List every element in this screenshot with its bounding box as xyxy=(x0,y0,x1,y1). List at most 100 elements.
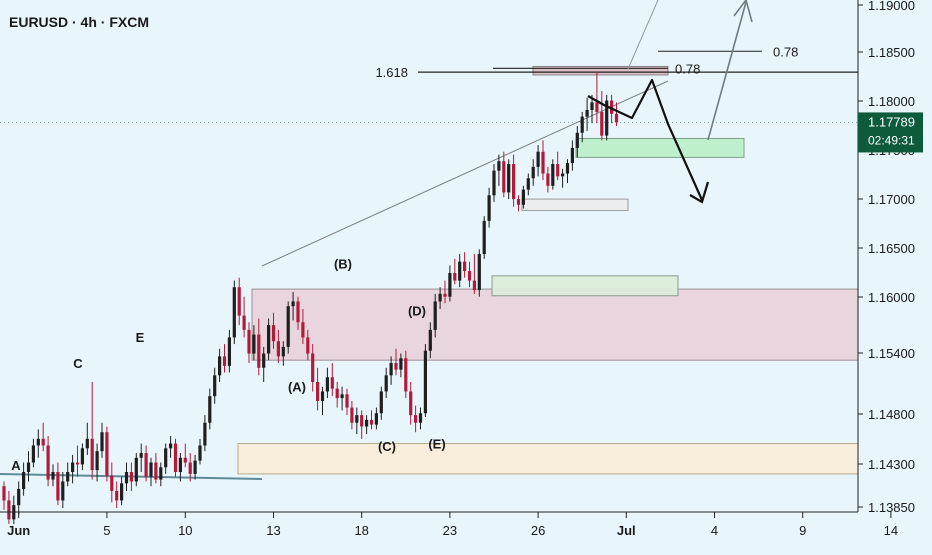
candle xyxy=(379,386,383,420)
candle xyxy=(36,429,40,458)
last-price-value: 1.17789 xyxy=(868,114,915,129)
candle xyxy=(203,415,207,452)
candle xyxy=(374,407,378,430)
candle xyxy=(227,329,231,373)
candle xyxy=(600,91,604,141)
price-tick-label: 1.18500 xyxy=(868,45,915,60)
candle xyxy=(453,258,457,285)
candle xyxy=(423,344,427,418)
candle xyxy=(472,254,476,294)
candle xyxy=(384,367,388,399)
time-tick-label: 9 xyxy=(799,523,806,538)
candle xyxy=(80,443,84,471)
price-tick-label: 1.15400 xyxy=(868,346,915,361)
candle xyxy=(51,464,55,487)
candle xyxy=(458,254,462,288)
time-tick-label: 23 xyxy=(443,523,457,538)
last-price-badge-bg xyxy=(858,112,923,153)
candle xyxy=(414,405,418,433)
candle xyxy=(389,356,393,385)
candle xyxy=(159,462,163,487)
candle xyxy=(467,261,472,288)
price-tick-label: 1.13850 xyxy=(868,500,915,515)
candle xyxy=(340,386,344,411)
candle xyxy=(100,422,104,458)
candle xyxy=(237,277,241,326)
candle xyxy=(105,426,109,482)
target-zone xyxy=(532,65,669,76)
price-tick-label: 1.17000 xyxy=(868,192,915,207)
candle xyxy=(360,410,364,439)
candle xyxy=(418,407,423,430)
candle xyxy=(301,309,305,345)
candle xyxy=(31,438,35,468)
wave-label: E xyxy=(136,330,145,345)
demand-zone-2 xyxy=(575,137,745,158)
wave-label: (E) xyxy=(428,436,445,451)
candle xyxy=(438,287,442,310)
candle xyxy=(7,490,11,525)
upper-channel-line xyxy=(627,0,659,70)
candle xyxy=(482,216,486,259)
candle xyxy=(61,471,65,508)
candle xyxy=(110,462,114,503)
bearish-projection-arrow xyxy=(587,78,704,201)
candle xyxy=(188,453,192,482)
chart-title: EURUSD · 4h · FXCM xyxy=(9,14,149,30)
candle xyxy=(41,422,45,452)
price-tick-label: 1.14300 xyxy=(868,457,915,472)
last-price-badge: 1.17789 02:49:31 xyxy=(858,112,923,153)
candle xyxy=(590,94,594,124)
candle xyxy=(208,388,212,430)
candle xyxy=(291,291,295,321)
candle xyxy=(276,329,280,364)
time-tick-label: 14 xyxy=(884,523,898,538)
candle xyxy=(546,166,550,193)
candle xyxy=(144,445,148,482)
time-tick-label: 13 xyxy=(266,523,280,538)
candle xyxy=(595,72,599,124)
candle xyxy=(580,111,584,143)
candle xyxy=(2,481,6,510)
candle xyxy=(85,422,89,455)
candle xyxy=(561,168,565,188)
candle xyxy=(325,367,329,399)
price-tick-label: 1.16500 xyxy=(868,241,915,256)
wave-label: C xyxy=(73,356,83,371)
candle xyxy=(198,438,202,465)
zones-layer xyxy=(237,65,859,475)
candle xyxy=(536,145,540,177)
candle xyxy=(316,367,320,411)
annotations-layer: 1.618 0.78 0.78 A C E (A) (B) (C) (D) (E) xyxy=(11,0,798,473)
candle xyxy=(428,322,432,359)
candle xyxy=(507,159,511,200)
candle xyxy=(115,481,119,508)
wave-label: (B) xyxy=(334,256,352,271)
time-tick-label: 5 xyxy=(103,523,110,538)
fib-level-label: 0.78 xyxy=(675,61,700,76)
candle xyxy=(257,318,261,376)
candle xyxy=(477,249,481,297)
candle xyxy=(222,344,227,373)
candle xyxy=(521,185,525,209)
candle xyxy=(306,329,310,361)
candle xyxy=(605,94,609,141)
candle xyxy=(242,296,246,338)
price-tick-label: 1.16000 xyxy=(868,290,915,305)
candle xyxy=(409,381,413,425)
candle xyxy=(178,453,182,482)
bullish-projection-arrow xyxy=(707,1,747,141)
candle xyxy=(448,265,452,302)
candle xyxy=(433,293,437,338)
candle xyxy=(95,443,99,482)
candle xyxy=(267,318,271,361)
bearish-arrow-head xyxy=(689,181,710,204)
candle xyxy=(296,296,300,330)
candle xyxy=(512,154,516,207)
candle xyxy=(492,164,496,202)
candle xyxy=(335,381,339,408)
fib-level-label: 1.618 xyxy=(375,65,408,80)
rising-trendline xyxy=(261,80,669,267)
candle xyxy=(173,438,178,477)
